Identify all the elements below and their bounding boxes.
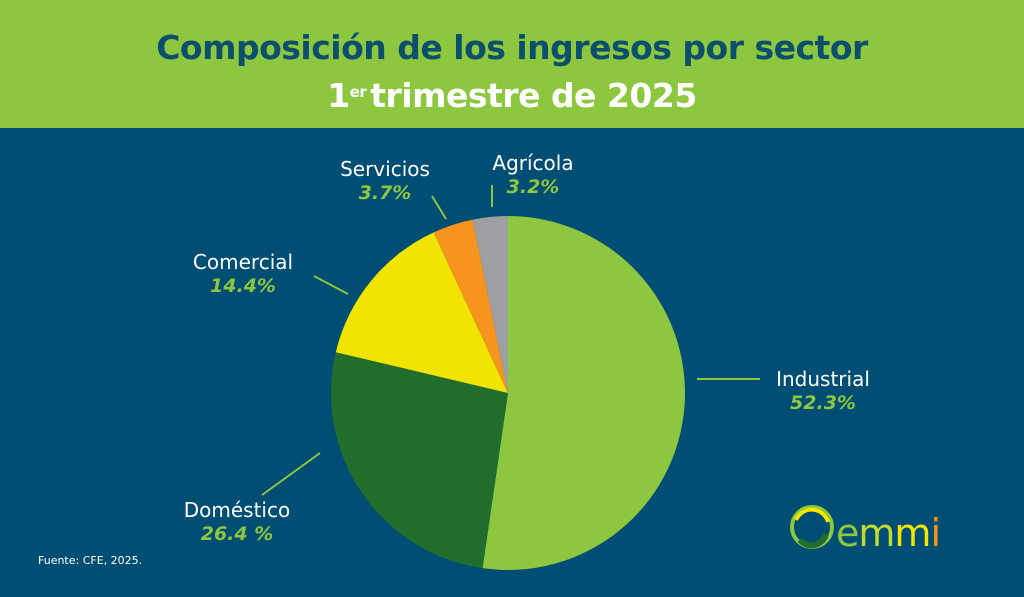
subtitle-number: 1	[327, 76, 350, 115]
label-domestico: Doméstico 26.4 %	[165, 498, 309, 546]
leader-servicios	[431, 195, 447, 220]
label-value: 14.4%	[210, 275, 276, 297]
pie-slice-comercial	[335, 232, 508, 393]
label-name: Industrial	[776, 367, 870, 391]
source-note: Fuente: CFE, 2025.	[38, 554, 143, 567]
label-name: Doméstico	[183, 498, 291, 522]
label-comercial: Comercial 14.4%	[180, 250, 306, 298]
label-industrial: Industrial 52.3%	[760, 367, 886, 415]
label-value: 3.2%	[506, 176, 560, 198]
pie-slice-agricola	[472, 216, 508, 393]
label-name: Comercial	[192, 250, 294, 274]
pie-slice-industrial	[482, 216, 685, 570]
label-servicios: Servicios 3.7%	[330, 157, 440, 205]
label-value: 3.7%	[358, 182, 412, 204]
leader-domestico	[261, 452, 321, 496]
header-banner: Composición de los ingresos por sector 1…	[0, 0, 1024, 128]
subtitle-text: trimestre de 2025	[370, 76, 697, 115]
subtitle-ordinal: er	[349, 83, 367, 101]
leader-comercial	[313, 275, 349, 295]
label-name: Servicios	[340, 157, 430, 181]
label-name: Agrícola	[492, 151, 574, 175]
label-agricola: Agrícola 3.2%	[478, 151, 588, 199]
label-value: 26.4 %	[200, 523, 274, 545]
pie-slice-domestico	[331, 352, 508, 569]
pie-slice-servicios	[433, 219, 508, 393]
label-value: 52.3%	[790, 392, 856, 414]
chart-title: Composición de los ingresos por sector	[156, 28, 868, 67]
chart-subtitle: 1er trimestre de 2025	[0, 76, 1024, 115]
